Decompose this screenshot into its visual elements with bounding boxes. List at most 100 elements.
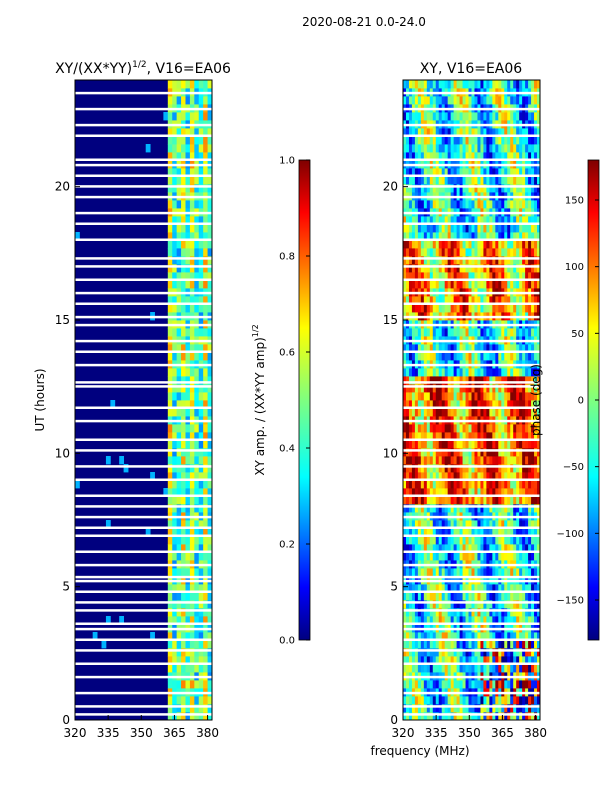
heatmap-cell-R <box>417 488 422 497</box>
heatmap-cell-R <box>468 496 472 505</box>
heatmap-cell-R <box>420 304 425 313</box>
heatmap-cell-R <box>489 368 493 377</box>
heatmap-cell-R <box>435 224 440 233</box>
heatmap-cell-L <box>167 264 173 273</box>
heatmap-cell-L <box>207 632 212 641</box>
heatmap-cell-R <box>441 456 446 465</box>
heatmap-cell-R <box>480 520 484 529</box>
heatmap-cell-R <box>438 376 443 385</box>
heatmap-cell-L <box>207 296 212 305</box>
heatmap-cell-L <box>189 664 195 673</box>
heatmap-cell-R <box>435 80 440 89</box>
heatmap-cell-R <box>465 280 469 289</box>
heatmap-cell-R <box>414 696 419 705</box>
heatmap-cell-L <box>176 368 182 377</box>
heatmap-cell-R <box>471 272 475 281</box>
heatmap-cell-R <box>537 536 540 545</box>
heatmap-cell-R <box>411 152 416 161</box>
heatmap-cell-L <box>172 344 178 353</box>
heatmap-cell-R <box>474 528 478 537</box>
heatmap-cell-R <box>495 584 499 593</box>
data-gap-R <box>403 713 540 716</box>
heatmap-cell-R <box>531 520 535 529</box>
heatmap-cell-R <box>417 600 422 609</box>
heatmap-cell-R <box>441 568 446 577</box>
data-gap-R <box>403 195 540 199</box>
heatmap-cell-R <box>519 472 523 481</box>
heatmap-cell-R <box>504 704 508 713</box>
heatmap-cell-R <box>465 504 469 513</box>
heatmap-cell-R <box>435 168 440 177</box>
heatmap-cell-L <box>203 376 208 385</box>
heatmap-cell-L <box>203 496 208 505</box>
heatmap-cell-L <box>194 272 200 281</box>
heatmap-cell-R <box>462 256 466 265</box>
data-gap-R <box>403 579 540 583</box>
heatmap-cell-R <box>417 344 422 353</box>
heatmap-cell-R <box>465 488 469 497</box>
heatmap-cell-L <box>181 544 186 553</box>
heatmap-cell-R <box>435 544 440 553</box>
heatmap-cell-R <box>510 536 514 545</box>
heatmap-cell-R <box>471 280 475 289</box>
heatmap-cell-L <box>185 424 191 433</box>
heatmap-cell-R <box>447 296 452 305</box>
heatmap-cell-R <box>504 408 508 417</box>
heatmap-cell-R <box>408 488 413 497</box>
heatmap-cell-R <box>516 592 520 601</box>
heatmap-cell-R <box>492 216 496 225</box>
heatmap-cell-L <box>176 384 182 393</box>
heatmap-cell-R <box>447 400 452 409</box>
heatmap-cell-R <box>498 296 502 305</box>
heatmap-cell-R <box>453 680 458 689</box>
heatmap-cell-R <box>516 224 520 233</box>
heatmap-cell-R <box>474 608 478 617</box>
heatmap-cell-R <box>456 248 460 257</box>
heatmap-cell-L <box>207 184 212 193</box>
heatmap-cell-R <box>480 696 484 705</box>
heatmap-cell-L <box>198 216 204 225</box>
heatmap-cell-R <box>459 216 463 225</box>
heatmap-cell-R <box>519 152 523 161</box>
data-gap-R <box>403 449 540 452</box>
heatmap-cell-R <box>441 96 446 105</box>
heatmap-cell-R <box>483 368 487 377</box>
heatmap-cell-R <box>453 656 458 665</box>
heatmap-cell-R <box>501 408 505 417</box>
heatmap-cell-R <box>405 584 410 593</box>
heatmap-cell-R <box>492 168 496 177</box>
heatmap-cell-R <box>411 144 416 153</box>
heatmap-cell-L <box>189 448 195 457</box>
heatmap-cell-R <box>507 584 511 593</box>
heatmap-cell-R <box>465 640 469 649</box>
heatmap-cell-R <box>414 440 419 449</box>
heatmap-cell-R <box>465 232 469 241</box>
heatmap-cell-L <box>167 80 173 89</box>
heatmap-cell-R <box>453 496 458 505</box>
heatmap-cell-R <box>423 248 428 257</box>
heatmap-cell-R <box>423 496 428 505</box>
heatmap-cell-L <box>181 712 186 720</box>
heatmap-cell-L <box>207 144 212 153</box>
heatmap-cell-R <box>444 584 449 593</box>
heatmap-cell-R <box>438 128 443 137</box>
heatmap-cell-R <box>465 656 469 665</box>
heatmap-cell-R <box>522 200 526 209</box>
heatmap-cell-R <box>435 216 440 225</box>
heatmap-cell-R <box>525 440 529 449</box>
heatmap-cell-L <box>194 696 200 705</box>
colorbar-tick-label: 0.8 <box>279 252 295 263</box>
heatmap-cell-R <box>465 464 469 473</box>
heatmap-cell-R <box>423 648 428 657</box>
heatmap-cell-R <box>408 368 413 377</box>
data-gap-L <box>75 579 212 583</box>
heatmap-cell-R <box>492 456 496 465</box>
heatmap-cell-R <box>429 368 434 377</box>
heatmap-cell-R <box>417 216 422 225</box>
heatmap-cell-R <box>444 368 449 377</box>
heatmap-cell-R <box>423 136 428 145</box>
heatmap-cell-R <box>441 696 446 705</box>
heatmap-cell-R <box>459 128 463 137</box>
heatmap-cell-R <box>516 664 520 673</box>
heatmap-cell-R <box>414 544 419 553</box>
